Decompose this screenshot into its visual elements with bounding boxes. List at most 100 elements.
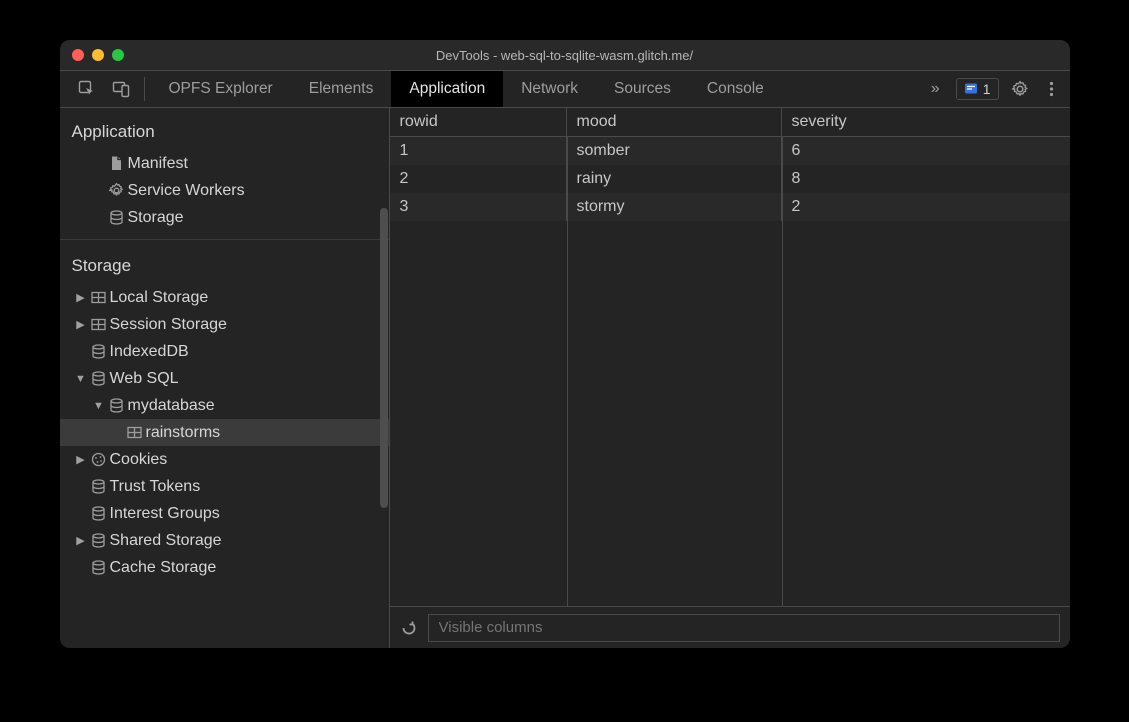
- table-cell: somber: [567, 137, 782, 165]
- tree-item-storage[interactable]: ▶Storage: [60, 204, 389, 231]
- tree-item-label: Storage: [128, 209, 184, 227]
- sidebar-scrollbar-thumb[interactable]: [380, 208, 388, 508]
- tree-item-cookies[interactable]: ▶ Cookies: [60, 446, 389, 473]
- column-header-severity[interactable]: severity: [782, 108, 1070, 136]
- toolbar-right: 1: [948, 71, 1070, 107]
- tree-item-local-storage[interactable]: ▶ Local Storage: [60, 284, 389, 311]
- table-footer: [390, 606, 1070, 648]
- main-panel: rowidmoodseverity 1somber62rainy83stormy…: [390, 108, 1070, 648]
- tab-elements[interactable]: Elements: [291, 71, 392, 107]
- spacer: ▶: [92, 157, 106, 170]
- tab-console[interactable]: Console: [689, 71, 782, 107]
- refresh-icon[interactable]: [400, 619, 418, 637]
- table-cell: 2: [390, 165, 567, 193]
- grid-icon: [88, 316, 110, 333]
- database-icon: [106, 209, 128, 226]
- chevron-right-icon[interactable]: ▶: [74, 318, 88, 331]
- traffic-lights: [72, 49, 124, 61]
- chevron-down-icon[interactable]: ▼: [92, 400, 106, 412]
- spacer: ▶: [74, 507, 88, 520]
- tree-item-label: Cookies: [110, 451, 168, 469]
- table-cell: 3: [390, 193, 567, 221]
- grid-icon: [88, 289, 110, 306]
- column-separator[interactable]: [567, 137, 568, 606]
- devtools-window: DevTools - web-sql-to-sqlite-wasm.glitch…: [60, 40, 1070, 648]
- separator: [144, 77, 145, 101]
- device-toggle-icon[interactable]: [104, 71, 138, 107]
- toolbar: OPFS ExplorerElementsApplicationNetworkS…: [60, 70, 1070, 108]
- content-area: Application ▶Manifest▶Service Workers▶St…: [60, 108, 1070, 648]
- database-icon: [88, 505, 110, 522]
- section-header-application: Application: [60, 108, 389, 150]
- database-icon: [88, 478, 110, 495]
- section-header-storage: Storage: [60, 239, 389, 284]
- spacer: ▶: [92, 184, 106, 197]
- chevron-right-icon[interactable]: ▶: [74, 453, 88, 466]
- database-icon: [88, 343, 110, 360]
- tab-network[interactable]: Network: [503, 71, 596, 107]
- tree-item-cache-storage[interactable]: ▶Cache Storage: [60, 554, 389, 581]
- titlebar: DevTools - web-sql-to-sqlite-wasm.glitch…: [60, 40, 1070, 70]
- tab-opfs-explorer[interactable]: OPFS Explorer: [151, 71, 291, 107]
- visible-columns-input[interactable]: [428, 614, 1060, 642]
- tree-item-label: Trust Tokens: [110, 478, 201, 496]
- tab-strip: OPFS ExplorerElementsApplicationNetworkS…: [151, 71, 923, 107]
- database-icon: [88, 559, 110, 576]
- tree-item-label: Session Storage: [110, 316, 227, 334]
- column-header-rowid[interactable]: rowid: [390, 108, 567, 136]
- close-window-button[interactable]: [72, 49, 84, 61]
- tree-item-web-sql[interactable]: ▼ Web SQL: [60, 365, 389, 392]
- tree-item-label: Local Storage: [110, 289, 209, 307]
- chevron-down-icon[interactable]: ▼: [74, 373, 88, 385]
- table-row[interactable]: 2rainy8: [390, 165, 1070, 193]
- table-cell: 6: [782, 137, 1070, 165]
- chevron-right-icon[interactable]: ▶: [74, 534, 88, 547]
- tree-item-label: Service Workers: [128, 182, 245, 200]
- application-section-items: ▶Manifest▶Service Workers▶Storage: [60, 150, 389, 231]
- tab-application[interactable]: Application: [391, 71, 503, 107]
- tree-item-service-workers[interactable]: ▶ Service Workers: [60, 177, 389, 204]
- tree-item-label: mydatabase: [128, 397, 215, 415]
- issues-button[interactable]: 1: [956, 78, 999, 100]
- tree-item-shared-storage[interactable]: ▶Shared Storage: [60, 527, 389, 554]
- table-cell: rainy: [567, 165, 782, 193]
- inspect-element-icon[interactable]: [70, 71, 104, 107]
- table-cell: 2: [782, 193, 1070, 221]
- table-row[interactable]: 3stormy2: [390, 193, 1070, 221]
- tree-item-manifest[interactable]: ▶Manifest: [60, 150, 389, 177]
- spacer: ▶: [74, 561, 88, 574]
- table-cell: 8: [782, 165, 1070, 193]
- more-tabs-icon[interactable]: »: [923, 71, 948, 107]
- sidebar-scrollbar[interactable]: [379, 108, 389, 648]
- tree-item-session-storage[interactable]: ▶ Session Storage: [60, 311, 389, 338]
- tree-item-mydatabase[interactable]: ▼ mydatabase: [60, 392, 389, 419]
- table-body: 1somber62rainy83stormy2: [390, 137, 1070, 606]
- window-title: DevTools - web-sql-to-sqlite-wasm.glitch…: [60, 48, 1070, 63]
- tree-item-label: rainstorms: [146, 424, 221, 442]
- chevron-right-icon[interactable]: ▶: [74, 291, 88, 304]
- table-cell: stormy: [567, 193, 782, 221]
- minimize-window-button[interactable]: [92, 49, 104, 61]
- tree-item-label: IndexedDB: [110, 343, 189, 361]
- kebab-menu-icon[interactable]: [1041, 80, 1062, 98]
- table-header-row: rowidmoodseverity: [390, 108, 1070, 137]
- settings-icon[interactable]: [1003, 80, 1037, 98]
- tree-item-trust-tokens[interactable]: ▶Trust Tokens: [60, 473, 389, 500]
- tree-item-indexeddb[interactable]: ▶ IndexedDB: [60, 338, 389, 365]
- cookie-icon: [88, 451, 110, 468]
- gear-icon: [106, 182, 128, 199]
- table-cell: 1: [390, 137, 567, 165]
- data-table: rowidmoodseverity 1somber62rainy83stormy…: [390, 108, 1070, 606]
- column-header-mood[interactable]: mood: [567, 108, 782, 136]
- maximize-window-button[interactable]: [112, 49, 124, 61]
- document-icon: [106, 155, 128, 172]
- column-separator[interactable]: [782, 137, 783, 606]
- database-icon: [88, 370, 110, 387]
- tree-item-interest-groups[interactable]: ▶ Interest Groups: [60, 500, 389, 527]
- spacer: ▶: [74, 345, 88, 358]
- tab-sources[interactable]: Sources: [596, 71, 689, 107]
- table-row[interactable]: 1somber6: [390, 137, 1070, 165]
- tree-item-rainstorms[interactable]: ▶rainstorms: [60, 419, 389, 446]
- tree-item-label: Interest Groups: [110, 505, 220, 523]
- tree-item-label: Web SQL: [110, 370, 179, 388]
